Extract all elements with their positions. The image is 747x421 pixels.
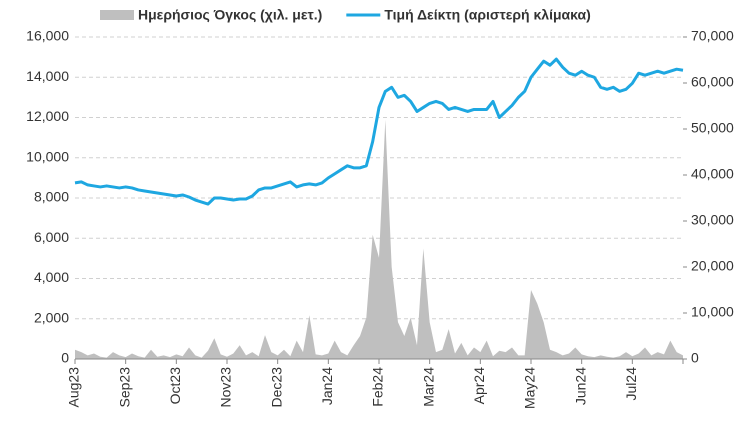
y-tick-label: 2,000 bbox=[34, 309, 69, 325]
y-tick-label: 4,000 bbox=[34, 269, 69, 285]
y-tick-label: 16,000 bbox=[26, 28, 69, 44]
x-tick-label: Mar24 bbox=[420, 367, 436, 407]
y-tick-label: 0 bbox=[61, 350, 69, 366]
y-tick-label: 6,000 bbox=[34, 229, 69, 245]
y2-tick-label: 70,000 bbox=[691, 28, 734, 44]
x-tick-label: Feb24 bbox=[370, 367, 386, 407]
y2-tick-label: 60,000 bbox=[691, 74, 734, 90]
legend-label: Τιμή Δείκτη (αριστερή κλίμακα) bbox=[384, 7, 590, 23]
legend-label: Ημερήσιος Όγκος (χιλ. μετ.) bbox=[138, 7, 322, 23]
x-tick-label: Jan24 bbox=[319, 367, 335, 405]
y-tick-label: 12,000 bbox=[26, 108, 69, 124]
y2-tick-label: 0 bbox=[691, 350, 699, 366]
x-tick-label: Jul24 bbox=[623, 367, 639, 401]
x-tick-label: May24 bbox=[522, 367, 538, 409]
x-tick-label: Jun24 bbox=[572, 367, 588, 405]
x-tick-label: Oct23 bbox=[167, 367, 183, 405]
y2-tick-label: 20,000 bbox=[691, 258, 734, 274]
y-tick-label: 10,000 bbox=[26, 148, 69, 164]
y2-tick-label: 30,000 bbox=[691, 212, 734, 228]
volume-area bbox=[75, 119, 683, 359]
x-tick-label: Aug23 bbox=[66, 367, 82, 408]
x-tick-label: Nov23 bbox=[218, 367, 234, 408]
x-tick-label: Dec23 bbox=[268, 367, 284, 408]
x-tick-label: Sep23 bbox=[116, 367, 132, 408]
y2-tick-label: 10,000 bbox=[691, 304, 734, 320]
y2-tick-label: 50,000 bbox=[691, 120, 734, 136]
x-tick-label: Apr24 bbox=[471, 367, 487, 405]
index-line bbox=[74, 57, 684, 206]
y-tick-label: 8,000 bbox=[34, 189, 69, 205]
y2-tick-label: 40,000 bbox=[691, 166, 734, 182]
y-tick-label: 14,000 bbox=[26, 68, 69, 84]
legend-swatch bbox=[100, 10, 134, 20]
